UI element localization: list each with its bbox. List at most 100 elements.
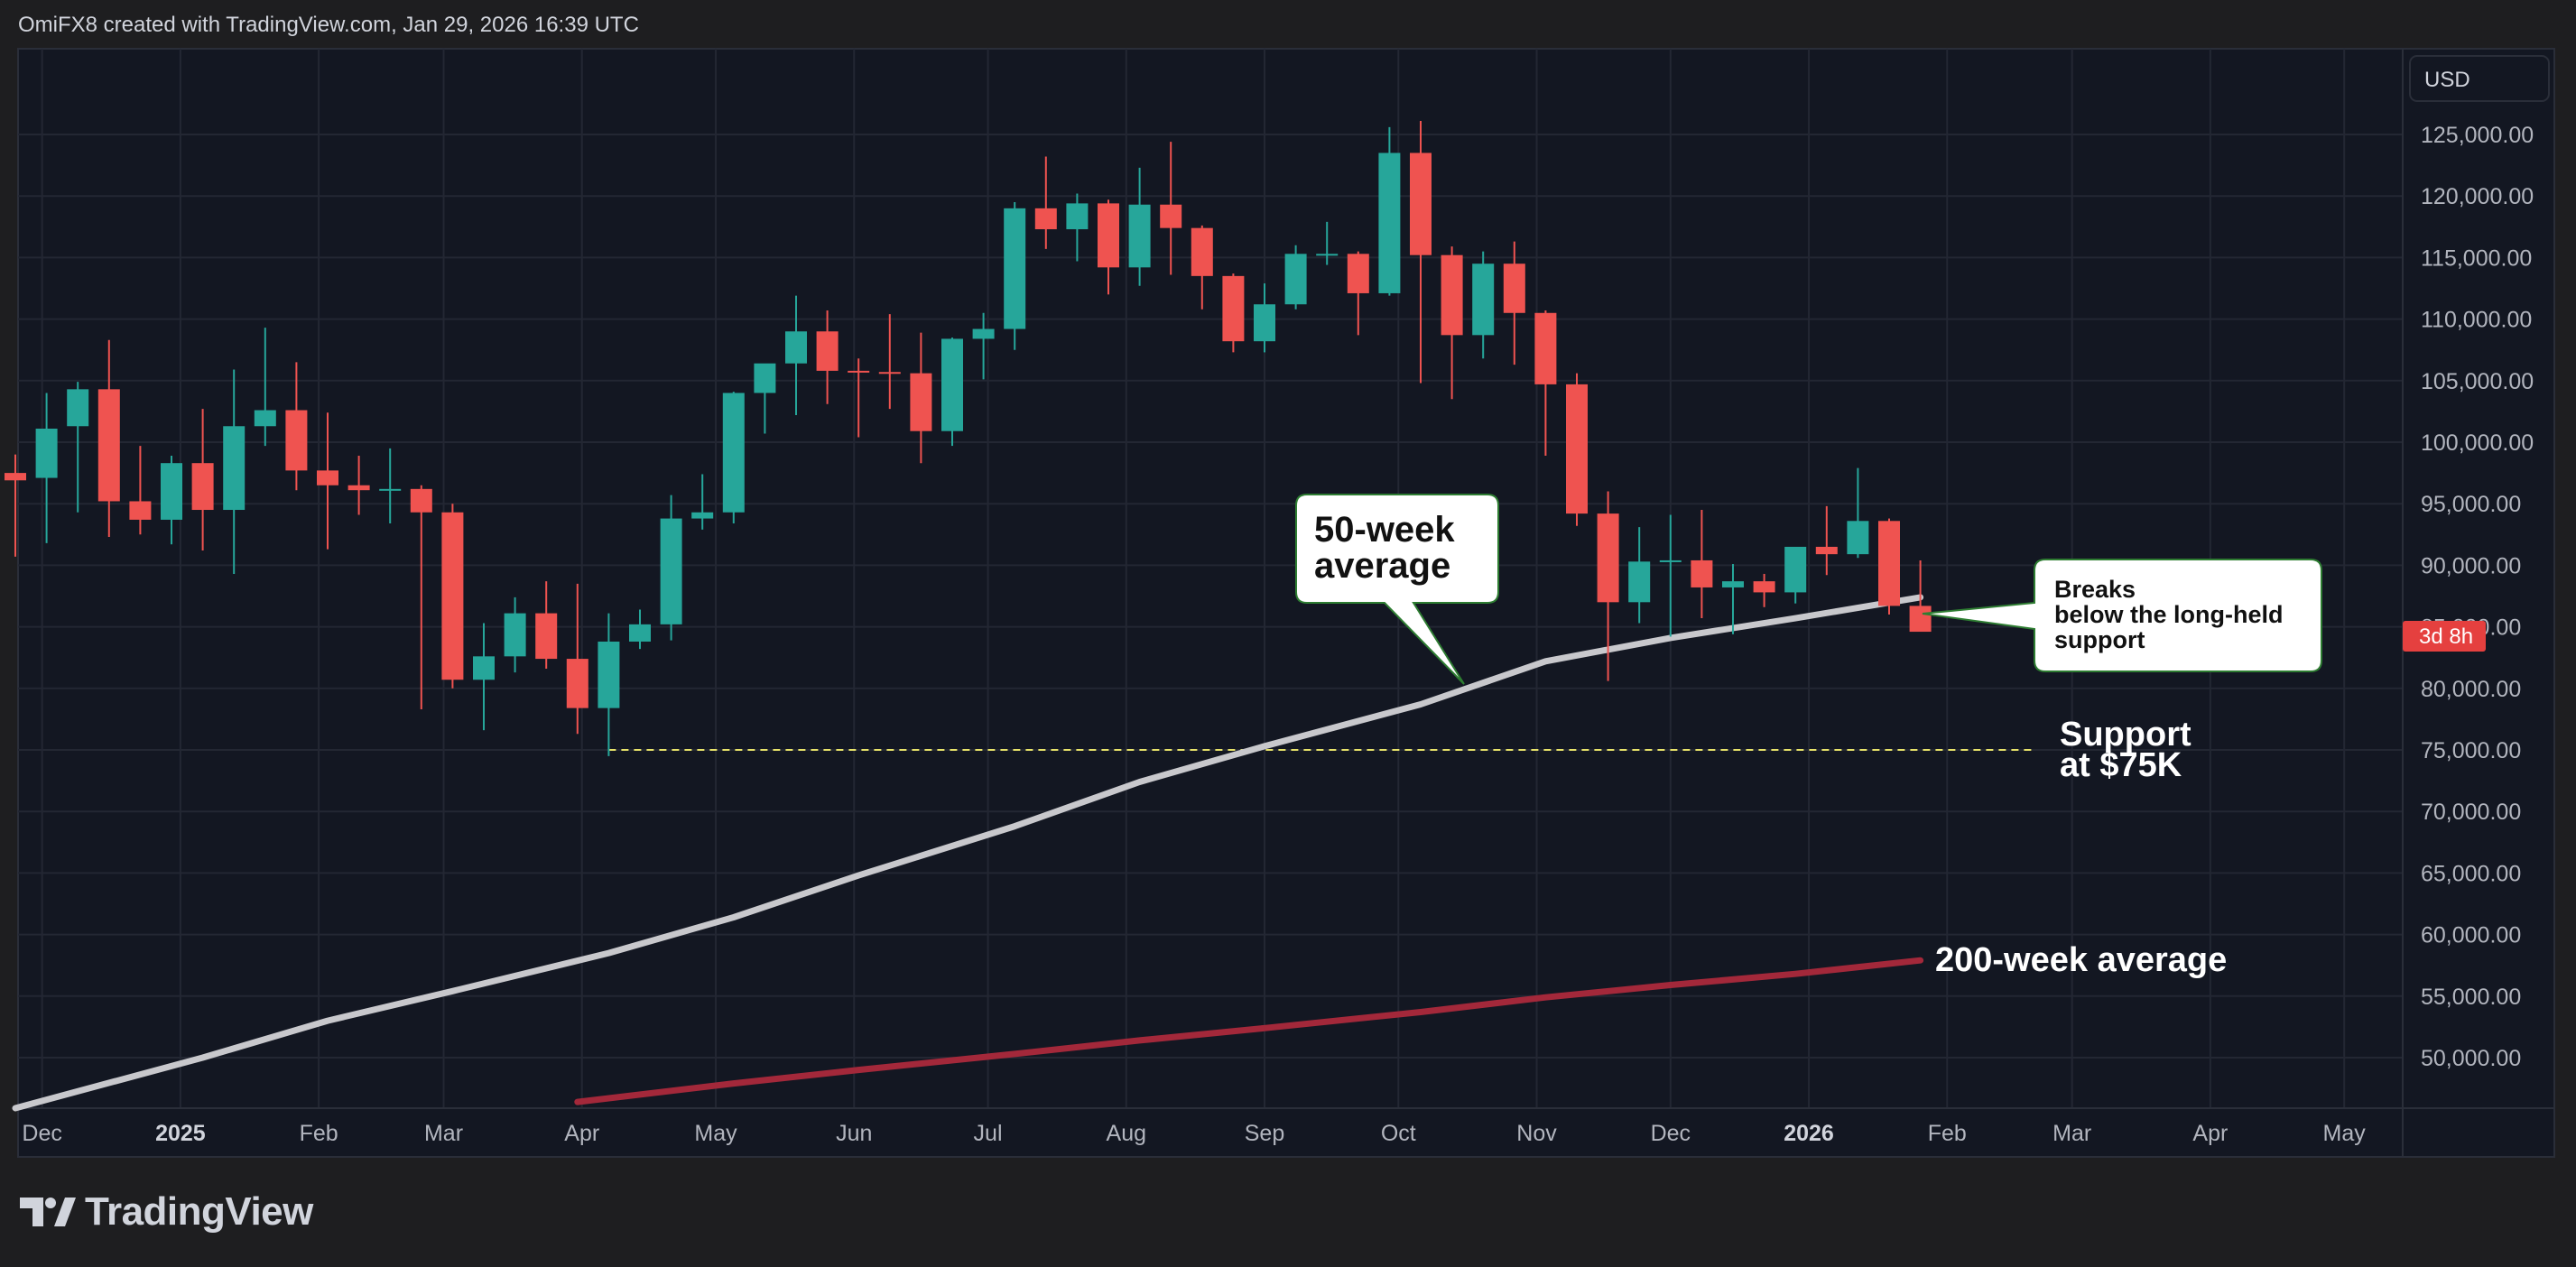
- x-tick-label: 2026: [1784, 1121, 1834, 1146]
- y-tick-label: 110,000.00: [2421, 308, 2532, 333]
- candle-body: [1222, 275, 1245, 342]
- candle: [722, 392, 745, 524]
- candle: [785, 295, 807, 415]
- candle-body: [1597, 513, 1619, 603]
- candle-body: [1128, 204, 1151, 268]
- fifty-week-callout-line-2: average: [1314, 546, 1450, 586]
- y-tick-label: 105,000.00: [2421, 369, 2534, 394]
- candle: [878, 314, 901, 410]
- candle-body: [1722, 581, 1744, 587]
- y-tick-label: 120,000.00: [2421, 184, 2534, 209]
- candle-body: [1815, 546, 1838, 555]
- candle-body: [129, 501, 152, 520]
- candle: [285, 362, 308, 491]
- candle: [972, 312, 995, 380]
- candle: [941, 338, 963, 447]
- candle: [504, 597, 526, 673]
- candle: [566, 583, 588, 735]
- candle-body: [504, 613, 526, 657]
- candle-body: [1472, 264, 1495, 336]
- candle-body: [660, 518, 682, 624]
- candle-body: [317, 470, 338, 486]
- countdown-badge-label: 3d 8h: [2419, 624, 2473, 649]
- candle: [1784, 546, 1807, 604]
- y-tick-label: 90,000.00: [2421, 553, 2521, 578]
- candle-body: [629, 624, 651, 642]
- x-tick-label: May: [2323, 1121, 2367, 1146]
- x-tick-label: Mar: [2052, 1121, 2091, 1146]
- countdown-badge: 3d 8h: [2403, 621, 2486, 652]
- breaks-callout: Breaks below the long-held support: [1922, 559, 2322, 672]
- candle: [1098, 199, 1119, 295]
- ma50-line: [12, 594, 1924, 1112]
- candle-body: [1284, 254, 1307, 305]
- chart-attribution: OmiFX8 created with TradingView.com, Jan…: [18, 13, 639, 37]
- ma200-line: [574, 957, 1924, 1105]
- candle-body: [1691, 560, 1713, 587]
- candle: [1410, 120, 1432, 384]
- candle: [1691, 510, 1713, 619]
- tradingview-logo[interactable]: TradingView: [20, 1189, 313, 1235]
- candle: [1722, 564, 1744, 634]
- candle-body: [1753, 581, 1775, 593]
- x-tick-label: Jul: [974, 1121, 1003, 1146]
- time-axis: Dec 2025 Feb Mar Apr May Jun Jul Aug Sep Oct Nov Dec…: [22, 1121, 2366, 1146]
- y-tick-label: 65,000.00: [2421, 861, 2521, 886]
- candle-body: [1410, 153, 1432, 255]
- candle: [1160, 142, 1182, 275]
- candle: [347, 456, 370, 515]
- candle: [1066, 193, 1089, 262]
- x-tick-label: Dec: [1651, 1121, 1691, 1146]
- candle: [1659, 514, 1682, 637]
- candle-body: [161, 463, 182, 520]
- fifty-week-callout: 50-week average: [1295, 494, 1499, 685]
- moving-averages: [12, 594, 1924, 1112]
- candle-body: [941, 338, 963, 431]
- candle: [1472, 251, 1495, 359]
- candle-body: [35, 428, 58, 478]
- x-tick-label: Dec: [22, 1121, 61, 1146]
- candle: [1284, 245, 1307, 310]
- candle: [67, 382, 89, 513]
- candle-body: [1098, 203, 1119, 268]
- x-tick-label: Nov: [1516, 1121, 1557, 1146]
- y-tick-label: 50,000.00: [2421, 1046, 2521, 1071]
- candle: [223, 369, 246, 574]
- candle: [1441, 246, 1463, 400]
- candle: [441, 504, 464, 689]
- candle-body: [285, 410, 308, 471]
- candle: [1254, 283, 1275, 353]
- candle: [754, 363, 776, 434]
- candle: [598, 613, 620, 756]
- candle-body: [97, 389, 120, 502]
- candle: [1034, 156, 1057, 249]
- candle-body: [598, 641, 620, 708]
- x-tick-label: Oct: [1381, 1121, 1416, 1146]
- candle: [97, 339, 120, 538]
- candle: [410, 485, 432, 709]
- y-tick-label: 55,000.00: [2421, 985, 2521, 1010]
- candle-body: [910, 373, 932, 431]
- candle: [1628, 527, 1651, 624]
- currency-button[interactable]: USD: [2409, 55, 2550, 102]
- candle-body: [972, 328, 995, 339]
- candle-body: [691, 512, 714, 519]
- candle-body: [1254, 304, 1275, 342]
- candle: [1128, 167, 1151, 286]
- candle: [35, 393, 58, 543]
- candle: [629, 609, 651, 650]
- candle: [161, 456, 182, 545]
- candle-body: [848, 370, 870, 373]
- candle: [254, 328, 276, 447]
- y-tick-label: 70,000.00: [2421, 800, 2521, 825]
- breaks-callout-line-3: support: [2054, 626, 2145, 653]
- candle-body: [67, 389, 89, 427]
- candle-body: [1004, 208, 1026, 329]
- y-tick-label: 100,000.00: [2421, 430, 2534, 456]
- candle: [1347, 251, 1369, 336]
- x-tick-label: Aug: [1107, 1121, 1146, 1146]
- candle: [1191, 225, 1213, 310]
- candle-body: [754, 363, 776, 393]
- y-tick-label: 95,000.00: [2421, 492, 2521, 517]
